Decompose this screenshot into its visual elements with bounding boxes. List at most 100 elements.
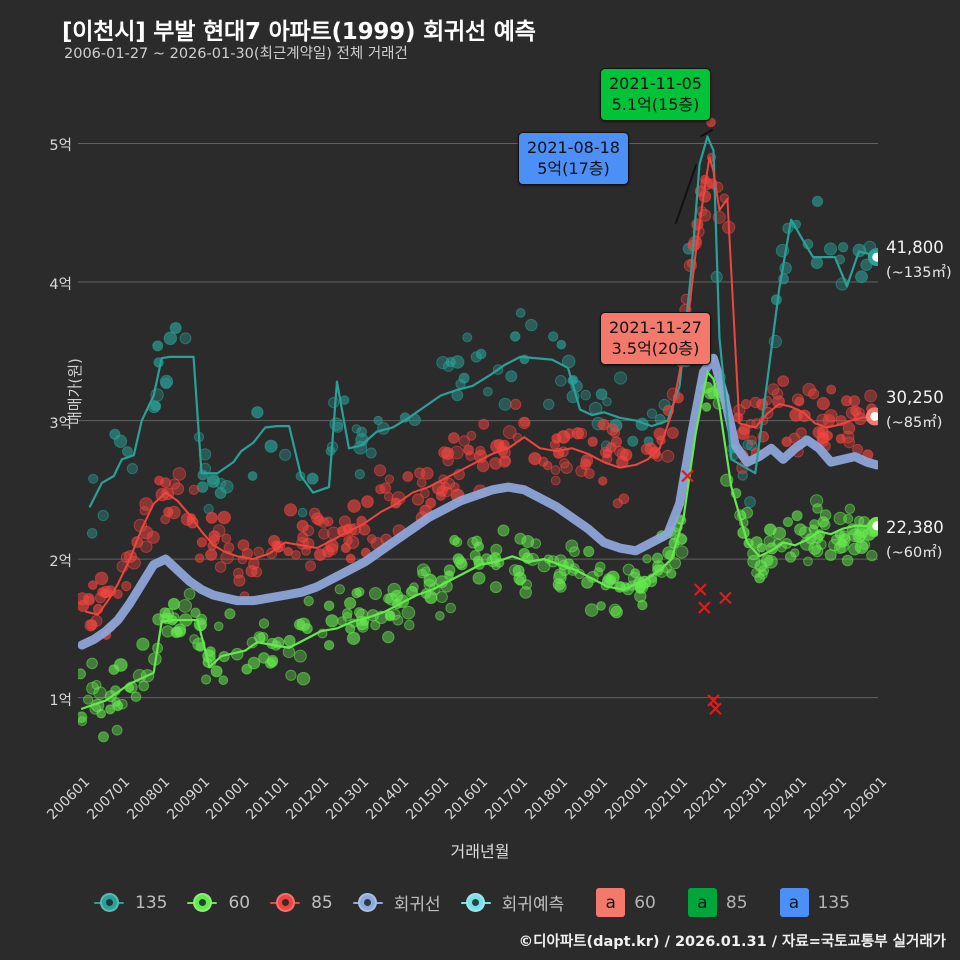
scatter-point bbox=[509, 331, 521, 342]
series-line-135 bbox=[88, 135, 878, 508]
scatter-point bbox=[610, 605, 623, 619]
scatter-point bbox=[354, 587, 365, 597]
y-tick-label: 4억 bbox=[49, 277, 72, 294]
scatter-point bbox=[173, 623, 187, 637]
scatter-point bbox=[283, 634, 296, 647]
legend-marker-icon bbox=[185, 893, 219, 913]
annotation-peak-135[interactable]: 2021-11-05 5.1억(15층) bbox=[600, 68, 711, 121]
scatter-point bbox=[409, 582, 419, 592]
scatter-point bbox=[848, 395, 861, 407]
scatter-point bbox=[448, 432, 460, 444]
scatter-point bbox=[838, 242, 849, 253]
scatter-point bbox=[744, 496, 756, 508]
end-marker-core-85 bbox=[870, 411, 878, 421]
scatter-point bbox=[297, 507, 308, 518]
scatter-point bbox=[138, 680, 150, 692]
scatter-point bbox=[214, 487, 227, 500]
legend-item-60[interactable]: 60 bbox=[185, 893, 250, 913]
scatter-point bbox=[819, 509, 832, 521]
scatter-point bbox=[248, 557, 260, 570]
scatter-point bbox=[334, 584, 345, 595]
scatter-point bbox=[441, 486, 453, 498]
scatter-point bbox=[855, 270, 868, 284]
scatter-point bbox=[113, 658, 128, 672]
scatter-point bbox=[264, 439, 278, 453]
scatter-point bbox=[449, 534, 460, 546]
chart-canvas bbox=[78, 117, 878, 743]
scatter-point bbox=[382, 630, 395, 644]
scatter-point bbox=[86, 657, 98, 670]
scatter-point bbox=[365, 447, 377, 459]
scatter-point bbox=[445, 356, 456, 368]
scatter-point bbox=[584, 468, 595, 480]
annotation-peak-85[interactable]: 2021-08-18 5억(17층) bbox=[518, 132, 629, 185]
scatter-point bbox=[661, 449, 675, 463]
scatter-point bbox=[741, 506, 754, 519]
scatter-point bbox=[777, 375, 790, 388]
scatter-point bbox=[747, 435, 757, 446]
scatter-point bbox=[790, 548, 800, 558]
scatter-point bbox=[325, 614, 339, 628]
scatter-point bbox=[385, 610, 396, 621]
y-tick-label: 3억 bbox=[49, 415, 72, 432]
scatter-point bbox=[555, 375, 567, 387]
scatter-point bbox=[747, 547, 760, 561]
scatter-point bbox=[205, 548, 218, 561]
scatter-point bbox=[736, 426, 750, 441]
scatter-point bbox=[93, 686, 107, 700]
scatter-point bbox=[675, 545, 689, 559]
scatter-point bbox=[113, 434, 128, 448]
page-subtitle: 2006-01-27 ~ 2026-01-30(최근계약일) 전체 거래건 bbox=[64, 46, 408, 62]
legend-marker-icon bbox=[351, 893, 385, 913]
scatter-point bbox=[178, 599, 192, 613]
scatter-point bbox=[583, 545, 595, 558]
scatter-point bbox=[569, 546, 580, 558]
scatter-point bbox=[94, 571, 109, 586]
legend-badge-85[interactable]: a 85 bbox=[674, 888, 748, 917]
scatter-point bbox=[122, 446, 133, 457]
scatter-point bbox=[130, 691, 142, 703]
scatter-point bbox=[757, 569, 768, 580]
scatter-point bbox=[669, 557, 682, 570]
scatter-point bbox=[221, 533, 232, 544]
legend-badge-135[interactable]: a 135 bbox=[766, 888, 850, 917]
legend-item-85[interactable]: 85 bbox=[268, 893, 333, 913]
scatter-point bbox=[416, 477, 427, 488]
scatter-point bbox=[557, 430, 570, 443]
scatter-point bbox=[458, 372, 470, 384]
scatter-point bbox=[293, 649, 307, 663]
scatter-point bbox=[498, 455, 511, 468]
legend-badge-60[interactable]: a 60 bbox=[582, 888, 656, 917]
scatter-point bbox=[247, 471, 258, 481]
scatter-point bbox=[205, 511, 218, 524]
scatter-point bbox=[402, 471, 414, 482]
scatter-point bbox=[782, 516, 794, 528]
end-label-area: (~135㎡) bbox=[886, 265, 952, 281]
scatter-point bbox=[772, 526, 787, 541]
outlier-x-icon bbox=[709, 702, 722, 716]
scatter-point bbox=[318, 528, 330, 540]
scatter-point bbox=[444, 570, 454, 581]
legend-item-회귀선[interactable]: 회귀선 bbox=[351, 890, 441, 915]
annotation-leader bbox=[674, 163, 698, 225]
legend-item-회귀예측[interactable]: 회귀예측 bbox=[459, 890, 564, 915]
scatter-point bbox=[86, 681, 100, 695]
scatter-point bbox=[78, 716, 88, 727]
scatter-point bbox=[313, 548, 327, 562]
annotation-peak-60[interactable]: 2021-11-27 3.5억(20층) bbox=[600, 312, 711, 365]
scatter-point bbox=[302, 524, 315, 537]
scatter-point bbox=[161, 625, 174, 638]
scatter-point bbox=[420, 566, 431, 577]
scatter-point bbox=[214, 561, 227, 573]
annotation-date: 2021-11-05 bbox=[609, 74, 702, 93]
scatter-point bbox=[163, 331, 178, 346]
scatter-point bbox=[247, 656, 261, 670]
scatter-point bbox=[392, 614, 404, 626]
scatter-point bbox=[819, 519, 831, 531]
scatter-point bbox=[167, 505, 181, 520]
legend-item-135[interactable]: 135 bbox=[92, 893, 167, 913]
scatter-point bbox=[619, 448, 633, 462]
scatter-point bbox=[343, 535, 353, 546]
scatter-point bbox=[342, 608, 353, 619]
y-tick-label: 5억 bbox=[49, 138, 72, 155]
